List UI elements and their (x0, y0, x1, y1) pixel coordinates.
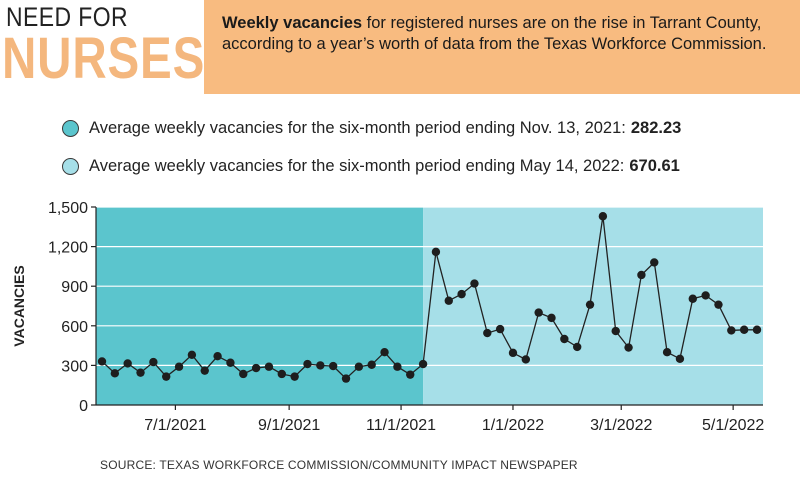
period-band-1 (96, 207, 424, 405)
data-point (483, 328, 492, 338)
data-point (470, 279, 479, 288)
title-line1: NEED FOR (6, 2, 128, 32)
data-point (393, 362, 402, 371)
y-tick-label: 900 (61, 279, 88, 296)
y-tick-label: 1,500 (48, 200, 88, 217)
data-point (598, 212, 608, 221)
x-tick-label: 9/1/2021 (258, 417, 320, 434)
legend-value-period1: 282.23 (630, 119, 682, 137)
x-tick-label: 11/1/2021 (366, 417, 436, 434)
data-point (341, 374, 351, 383)
data-point (97, 357, 107, 366)
legend-label-period1: Average weekly vacancies for the six-mon… (89, 119, 626, 137)
data-point (444, 296, 453, 305)
data-point (380, 348, 389, 357)
data-point (701, 291, 710, 300)
intro-bold: Weekly vacancies (222, 14, 363, 32)
data-point (752, 325, 762, 334)
data-point (637, 270, 646, 280)
data-point (662, 348, 672, 357)
data-point (213, 351, 222, 361)
data-point (611, 326, 620, 336)
data-point (534, 308, 543, 317)
intro-rest: for registered nurses are on the rise in… (222, 14, 767, 53)
data-point (123, 359, 132, 368)
legend-swatch-period1 (62, 120, 79, 137)
data-point (431, 247, 441, 257)
legend-value-period2: 670.61 (629, 157, 680, 175)
y-tick-label: 300 (61, 358, 88, 375)
data-point (457, 289, 466, 299)
data-point (226, 358, 235, 367)
data-point (149, 357, 158, 367)
x-tick-label: 3/1/2022 (590, 417, 652, 434)
data-point (508, 348, 518, 358)
data-point (495, 324, 505, 334)
data-point (162, 372, 171, 381)
legend-swatch-period2 (62, 158, 79, 175)
data-point (727, 326, 736, 335)
data-point (136, 368, 145, 377)
x-tick-label: 7/1/2021 (144, 417, 206, 434)
data-point (251, 363, 261, 373)
data-point (624, 343, 633, 352)
legend-item-period2: Average weekly vacancies for the six-mon… (62, 157, 680, 176)
data-point (650, 258, 659, 267)
y-axis-label: VACANCIES (11, 265, 27, 346)
data-point (303, 359, 312, 369)
data-point (418, 359, 428, 369)
data-point (264, 362, 274, 371)
y-tick-label: 600 (61, 319, 88, 336)
source-note: SOURCE: TEXAS WORKFORCE COMMISSION/COMMU… (100, 458, 578, 472)
legend-label-period2: Average weekly vacancies for the six-mon… (89, 157, 625, 175)
y-tick-label: 0 (79, 398, 88, 415)
data-point (547, 313, 556, 323)
data-point (739, 325, 749, 334)
data-point (316, 361, 325, 370)
data-point (290, 372, 299, 381)
data-point (572, 342, 582, 352)
data-point (714, 300, 723, 309)
y-tick-label: 1,200 (48, 240, 88, 257)
data-point (688, 294, 697, 303)
data-point (585, 300, 595, 309)
data-point (277, 369, 287, 379)
legend-item-period1: Average weekly vacancies for the six-mon… (62, 119, 681, 138)
intro-text: Weekly vacancies for registered nurses a… (222, 13, 782, 55)
vacancies-chart: 0 300 600 900 1,200 1,500 7/1/2021 9/1/2021 11/1… (11, 200, 764, 434)
data-point (239, 369, 248, 379)
data-point (675, 354, 685, 363)
title-line2: NURSES (2, 26, 206, 91)
data-point (187, 350, 197, 360)
x-tick-label: 5/1/2022 (702, 417, 764, 434)
data-point (367, 360, 376, 369)
data-point (328, 361, 338, 371)
data-point (110, 369, 120, 378)
x-tick-label: 1/1/2022 (482, 417, 544, 434)
data-point (174, 362, 184, 371)
data-point (354, 362, 364, 371)
intro-box: Weekly vacancies for registered nurses a… (204, 0, 800, 94)
data-point (406, 370, 415, 379)
title-block: NEED FOR NURSES (0, 0, 204, 94)
series-line (101, 216, 757, 380)
data-point (200, 366, 209, 375)
data-point (560, 334, 569, 344)
data-point (521, 355, 531, 364)
